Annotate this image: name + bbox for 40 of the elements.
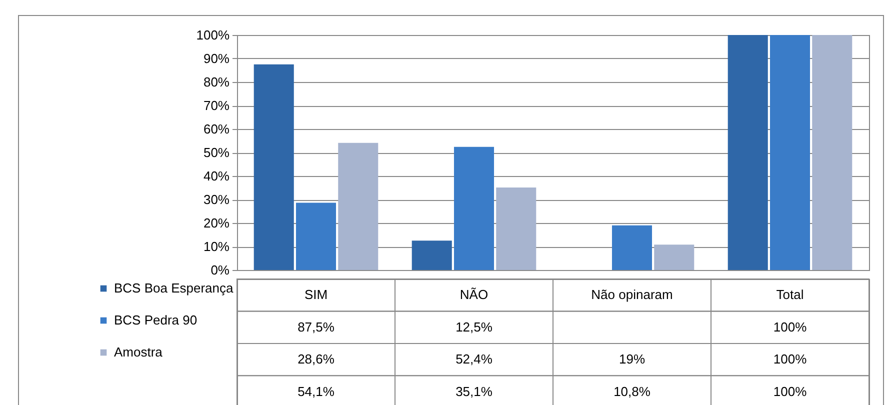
bar [254,64,294,270]
legend-label: Amostra [114,344,164,360]
data-label: 19% [618,352,646,367]
x-tick-label: Não opinaram [591,287,673,302]
bar [812,35,852,270]
data-label: 87,5% [298,319,335,334]
data-label: 54,1% [298,384,335,399]
bar [770,35,810,270]
bar [296,202,336,270]
data-label: 35,1% [456,384,493,399]
y-tick-label: 10% [203,239,230,254]
legend-label: BCS Pedra 90 [114,312,198,328]
bar [728,35,768,270]
data-label: 10,8% [614,384,651,399]
data-label: 12,5% [456,319,493,334]
x-tick-label: SIM [304,287,328,302]
y-tick-label: 0% [210,262,230,278]
y-tick-label: 70% [203,98,230,113]
y-tick-label: 60% [203,122,230,136]
bar [654,244,694,270]
x-tick-label: NÃO [460,287,488,302]
bar [338,142,378,270]
data-label: 28,6% [298,352,335,367]
y-tick-label: 40% [203,168,230,184]
data-label: 100% [773,384,808,399]
y-tick-label: 20% [203,216,230,230]
y-tick-label: 80% [203,74,230,90]
y-tick-label: 100% [196,28,230,42]
x-tick-label: Total [776,287,804,302]
bar [412,240,452,270]
bar [454,146,494,270]
y-tick-label: 50% [203,145,230,160]
bar [612,225,652,270]
bar [496,188,536,270]
data-label: 52,4% [456,352,493,367]
y-tick-label: 30% [203,192,230,207]
y-tick-label: 90% [203,51,230,66]
data-label: 100% [773,352,808,367]
data-label: 100% [773,319,808,334]
legend-label: BCS Boa Esperança [114,280,234,296]
